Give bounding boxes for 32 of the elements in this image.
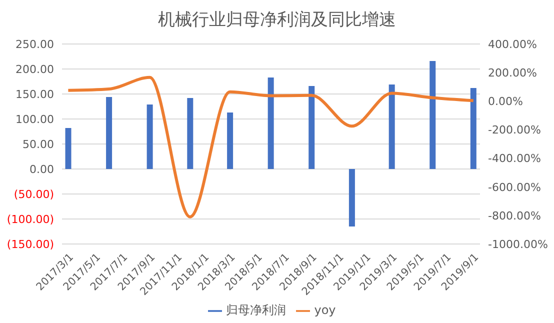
y-tick-label: (150.00) [6,238,54,251]
line-series [66,76,475,218]
bar [430,61,436,169]
bar [388,84,395,169]
y-tick-label: 0.00 [30,163,54,176]
y-tick-label: 150.00 [16,88,54,101]
y-tick-label: (100.00) [6,213,54,226]
y2-tick-label: -200.00% [488,124,541,137]
y-tick-label: 200.00 [16,63,54,76]
y-tick-label: 250.00 [16,38,54,51]
bar [227,112,234,169]
y2-tick-label: -600.00% [488,180,541,194]
bar [146,104,153,169]
bar [187,98,194,169]
y2-tick-label: -800.00% [488,209,541,222]
bar [348,169,355,226]
y2-tick-label: -400.00% [488,152,541,166]
legend-label: yoy [314,303,336,317]
bar [470,88,476,169]
bar [65,128,72,169]
chart-title: 机械行业归母净利润及同比增速 [157,9,397,32]
bar [308,86,315,169]
bar [268,78,274,169]
y2-tick-label: 200.00% [488,66,537,80]
y-tick-label: 50.00 [22,138,54,151]
legend-label: 归母净利润 [226,303,286,317]
y2-tick-label: 0.00% [488,95,523,108]
y-tick-label: (50.00) [14,188,54,201]
y2-tick-label: 400.00% [488,38,537,51]
bar [106,97,112,169]
y-tick-label: 100.00 [16,113,54,126]
y2-tick-label: -1000.00% [488,238,548,251]
